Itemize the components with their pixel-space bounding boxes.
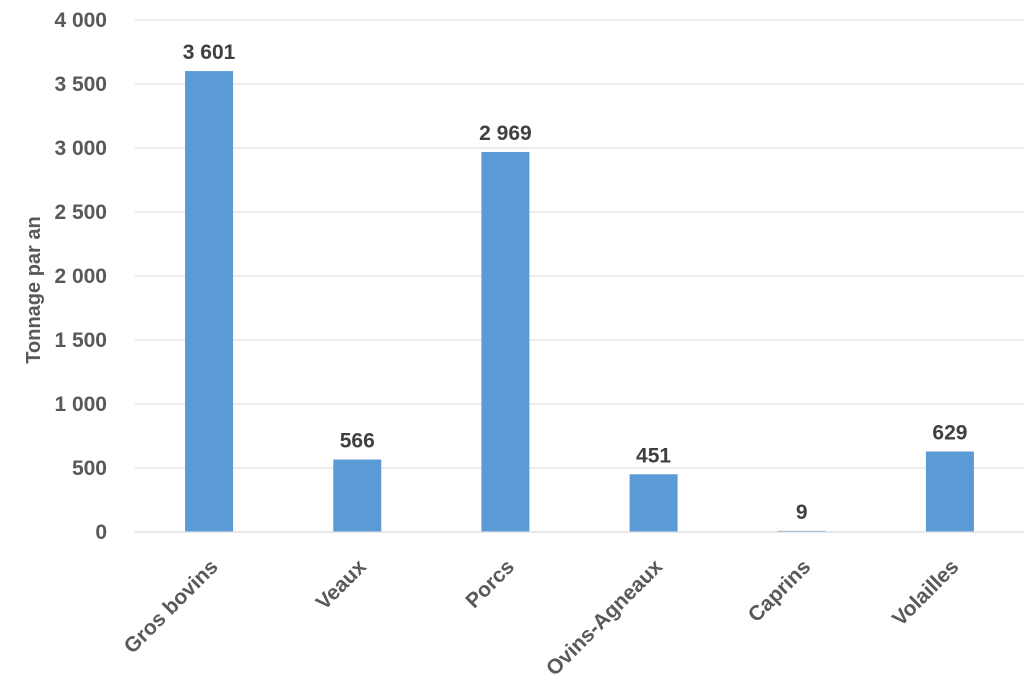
y-tick-label: 3 000 [54, 137, 107, 160]
x-tick-label: Caprins [744, 555, 816, 627]
x-tick-label: Veaux [312, 555, 371, 614]
y-tick-label: 3 500 [54, 73, 107, 96]
y-tick-label: 1 500 [54, 329, 107, 352]
y-tick-label: 2 500 [54, 201, 107, 224]
y-axis-ticks: 0 500 1 000 1 500 2 000 2 500 3 000 3 500 4 000 [54, 9, 107, 544]
y-tick-label: 1 000 [54, 393, 107, 416]
y-tick-label: 2 000 [54, 265, 107, 288]
data-label: 566 [340, 430, 375, 453]
y-tick-label: 0 [95, 521, 107, 544]
x-axis-ticks: Gros bovins Veaux Porcs Ovins-Agneaux Caprin… [120, 555, 964, 680]
data-label: 2 969 [479, 122, 532, 145]
y-tick-label: 500 [72, 457, 107, 480]
data-label: 629 [932, 421, 967, 444]
data-label: 451 [636, 444, 671, 467]
bar [333, 459, 382, 532]
data-label: 9 [796, 501, 808, 524]
y-tick-label: 4 000 [54, 9, 107, 32]
bar [185, 71, 234, 533]
x-tick-label: Volailles [888, 555, 963, 630]
bars [185, 71, 974, 533]
gridlines [135, 19, 1024, 469]
bar [925, 451, 974, 532]
x-tick-label: Ovins-Agneaux [542, 555, 667, 680]
x-tick-label: Porcs [461, 555, 519, 613]
bar [481, 151, 530, 532]
y-axis-label: Tonnage par an [23, 216, 45, 363]
x-tick-label: Gros bovins [120, 555, 223, 658]
bar [629, 474, 678, 532]
data-labels: 3 601 566 2 969 451 9 629 [183, 41, 968, 524]
data-label: 3 601 [183, 41, 236, 64]
